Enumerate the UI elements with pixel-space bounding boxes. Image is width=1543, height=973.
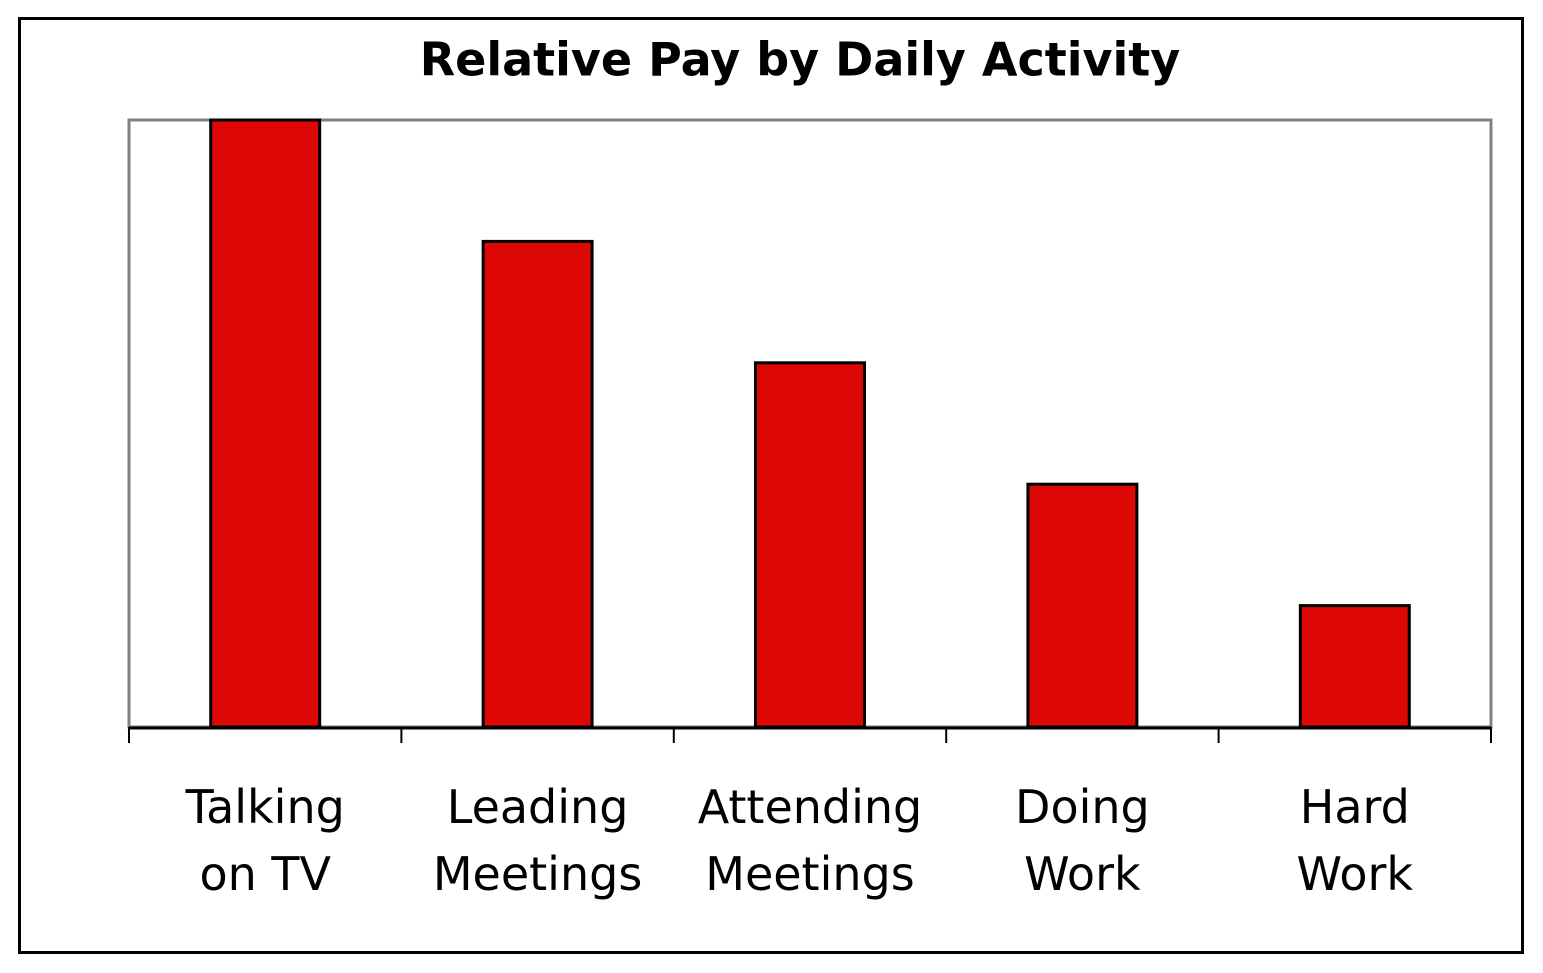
chart-title: Relative Pay by Daily Activity xyxy=(420,33,1181,87)
x-tick-label: Attending Meetings xyxy=(697,780,923,901)
bar xyxy=(1026,482,1139,729)
x-tick-label: Hard Work xyxy=(1296,780,1414,901)
bar xyxy=(1298,604,1411,729)
x-tick-label: Leading Meetings xyxy=(432,780,643,901)
bar xyxy=(481,239,594,729)
bar xyxy=(209,118,322,729)
x-tick-label: Talking on TV xyxy=(185,780,345,901)
bar xyxy=(754,361,866,729)
x-tick-label: Doing Work xyxy=(1015,780,1150,901)
